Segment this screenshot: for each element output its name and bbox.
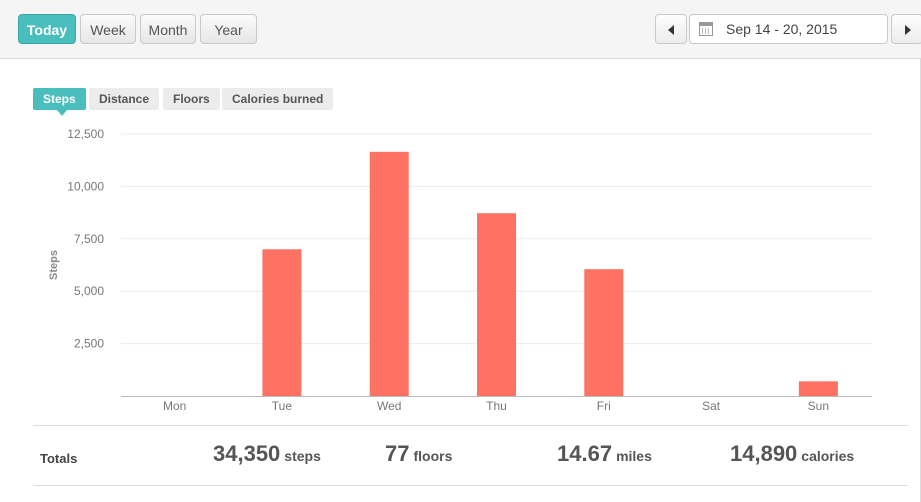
content-panel bbox=[0, 59, 921, 502]
y-axis-title: Steps bbox=[48, 250, 60, 280]
total-floors-value: 77 bbox=[385, 441, 410, 466]
total-calories-value: 14,890 bbox=[730, 441, 798, 466]
previous-date-button[interactable] bbox=[655, 14, 687, 44]
range-month-button[interactable]: Month bbox=[140, 14, 196, 44]
date-range-text: Sep 14 - 20, 2015 bbox=[726, 21, 838, 37]
x-tick-label: Thu bbox=[486, 399, 507, 413]
total-steps: 34,350 steps bbox=[213, 441, 321, 467]
y-tick-label: 12,500 bbox=[67, 127, 104, 141]
next-date-button[interactable] bbox=[891, 14, 921, 44]
divider bbox=[33, 425, 908, 426]
x-tick-label: Sun bbox=[808, 399, 829, 413]
total-calories-unit: calories bbox=[801, 448, 855, 464]
x-tick-label: Mon bbox=[163, 399, 186, 413]
calendar-icon bbox=[699, 22, 713, 36]
totals-label: Totals bbox=[40, 451, 78, 466]
x-tick-label: Wed bbox=[377, 399, 401, 413]
total-miles-unit: miles bbox=[616, 448, 652, 464]
x-tick-label: Tue bbox=[272, 399, 293, 413]
y-tick-label: 10,000 bbox=[67, 179, 104, 193]
divider-bottom bbox=[33, 485, 908, 486]
total-steps-unit: steps bbox=[284, 448, 321, 464]
date-range-picker[interactable]: Sep 14 - 20, 2015 bbox=[689, 14, 888, 44]
total-miles-value: 14.67 bbox=[557, 441, 613, 466]
steps-bar-chart: 2,500 5,000 7,500 10,000 12,500 Steps Mon Tue We… bbox=[48, 127, 872, 413]
x-tick-label: Sat bbox=[702, 399, 721, 413]
y-tick-label: 7,500 bbox=[74, 232, 104, 246]
tab-floors[interactable]: Floors bbox=[163, 88, 220, 110]
range-week-button[interactable]: Week bbox=[80, 14, 136, 44]
y-tick-label: 2,500 bbox=[74, 337, 104, 351]
range-year-button[interactable]: Year bbox=[200, 14, 257, 44]
bar bbox=[369, 151, 409, 396]
total-steps-value: 34,350 bbox=[213, 441, 281, 466]
range-today-button[interactable]: Today bbox=[18, 14, 76, 44]
chevron-left-icon bbox=[668, 25, 674, 35]
bar bbox=[477, 213, 516, 396]
total-calories: 14,890 calories bbox=[730, 441, 854, 467]
tab-steps[interactable]: Steps bbox=[33, 88, 86, 116]
total-miles: 14.67 miles bbox=[557, 441, 652, 467]
total-floors-unit: floors bbox=[413, 448, 453, 464]
chevron-right-icon bbox=[905, 25, 911, 35]
total-floors: 77 floors bbox=[385, 441, 452, 467]
tab-calories-burned[interactable]: Calories burned bbox=[222, 88, 334, 110]
bar bbox=[262, 249, 302, 396]
bar bbox=[584, 269, 624, 396]
bar bbox=[798, 381, 838, 396]
toolbar: Today Week Month Year Sep 14 - 20, 2015 bbox=[0, 0, 921, 59]
y-tick-label: 5,000 bbox=[74, 284, 104, 298]
tab-distance[interactable]: Distance bbox=[89, 88, 160, 110]
x-tick-label: Fri bbox=[597, 399, 611, 413]
